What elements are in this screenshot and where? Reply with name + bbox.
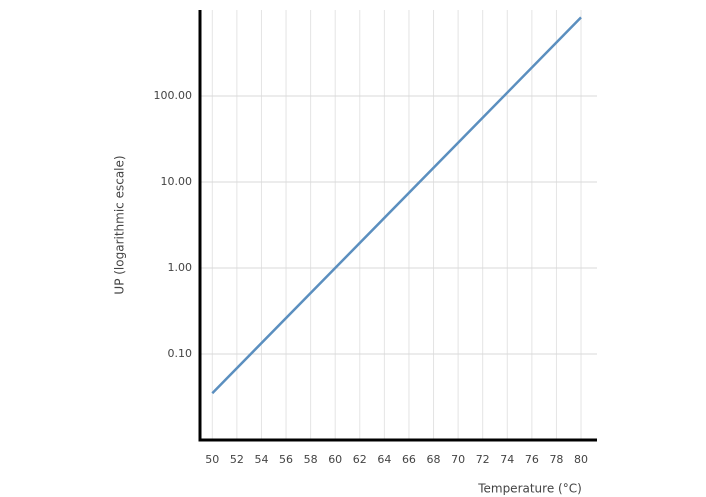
y-tick-label: 0.10: [168, 347, 193, 360]
x-tick-label: 62: [353, 453, 367, 466]
x-axis-label: Temperature (°C): [477, 482, 582, 496]
x-tick-label: 60: [328, 453, 342, 466]
x-tick-label: 66: [402, 453, 416, 466]
x-tick-label: 70: [451, 453, 465, 466]
y-axis-label: UP (logarithmic escale): [113, 155, 127, 294]
y-tick-label: 100.00: [154, 89, 193, 102]
x-tick-label: 76: [525, 453, 539, 466]
y-tick-label: 10.00: [161, 175, 193, 188]
x-tick-label: 54: [254, 453, 268, 466]
x-tick-label: 56: [279, 453, 293, 466]
x-tick-label: 72: [476, 453, 490, 466]
x-tick-label: 52: [230, 453, 244, 466]
x-tick-label: 78: [549, 453, 563, 466]
y-tick-label: 1.00: [168, 261, 193, 274]
x-tick-label: 68: [427, 453, 441, 466]
line: [211, 16, 582, 395]
x-tick-label: 58: [304, 453, 318, 466]
x-tick-label: 50: [205, 453, 219, 466]
x-tick-label: 80: [574, 453, 588, 466]
x-tick-label: 74: [500, 453, 514, 466]
x-tick-label: 64: [377, 453, 391, 466]
